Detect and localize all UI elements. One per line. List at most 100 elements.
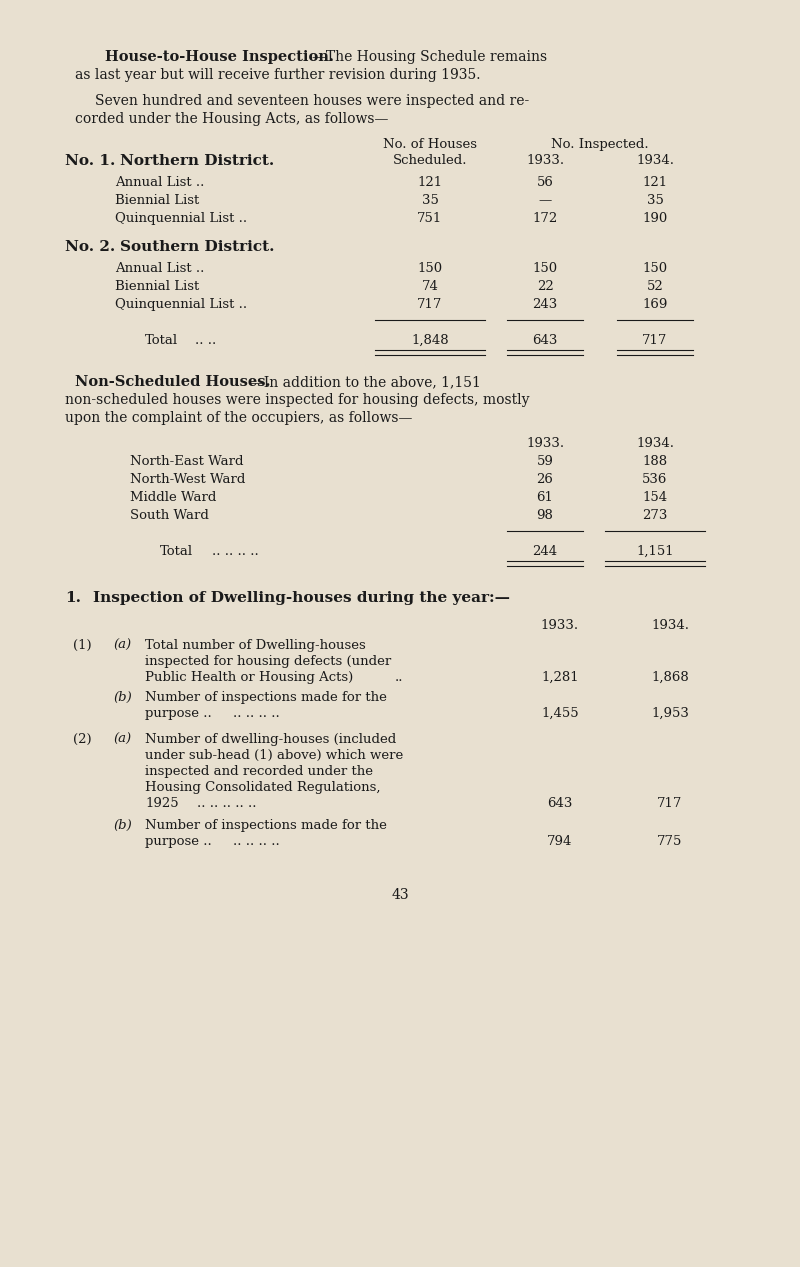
Text: Total: Total — [160, 545, 193, 557]
Text: 1,868: 1,868 — [651, 672, 689, 684]
Text: Number of inspections made for the: Number of inspections made for the — [145, 818, 387, 832]
Text: 169: 169 — [642, 298, 668, 310]
Text: inspected for housing defects (under: inspected for housing defects (under — [145, 655, 391, 668]
Text: 154: 154 — [642, 492, 667, 504]
Text: Total number of Dwelling-houses: Total number of Dwelling-houses — [145, 639, 366, 653]
Text: Northern District.: Northern District. — [120, 155, 274, 169]
Text: Middle Ward: Middle Ward — [130, 492, 216, 504]
Text: Seven hundred and seventeen houses were inspected and re-: Seven hundred and seventeen houses were … — [95, 94, 530, 108]
Text: 1,151: 1,151 — [636, 545, 674, 557]
Text: 794: 794 — [547, 835, 573, 848]
Text: (b): (b) — [113, 691, 132, 704]
Text: 43: 43 — [391, 888, 409, 902]
Text: 717: 717 — [658, 797, 682, 810]
Text: North-West Ward: North-West Ward — [130, 473, 246, 487]
Text: 1.: 1. — [65, 590, 81, 606]
Text: 1,281: 1,281 — [541, 672, 579, 684]
Text: 22: 22 — [537, 280, 554, 293]
Text: 74: 74 — [422, 280, 438, 293]
Text: 244: 244 — [533, 545, 558, 557]
Text: 172: 172 — [532, 212, 558, 226]
Text: 643: 643 — [547, 797, 573, 810]
Text: Quinquennial List ..: Quinquennial List .. — [115, 298, 247, 310]
Text: .. .. .. .. ..: .. .. .. .. .. — [197, 797, 257, 810]
Text: 1934.: 1934. — [651, 620, 689, 632]
Text: Number of dwelling-houses (included: Number of dwelling-houses (included — [145, 734, 396, 746]
Text: House‑to‑House Inspection.: House‑to‑House Inspection. — [105, 49, 334, 65]
Text: South Ward: South Ward — [130, 509, 209, 522]
Text: purpose ..: purpose .. — [145, 835, 212, 848]
Text: 536: 536 — [642, 473, 668, 487]
Text: 190: 190 — [642, 212, 668, 226]
Text: as last year but will receive further revision during 1935.: as last year but will receive further re… — [75, 68, 481, 82]
Text: .. .. .. ..: .. .. .. .. — [233, 835, 280, 848]
Text: Annual List ..: Annual List .. — [115, 262, 204, 275]
Text: Total: Total — [145, 334, 178, 347]
Text: 1,455: 1,455 — [541, 707, 579, 720]
Text: 150: 150 — [533, 262, 558, 275]
Text: (b): (b) — [113, 818, 132, 832]
Text: 1934.: 1934. — [636, 155, 674, 167]
Text: 188: 188 — [642, 455, 667, 468]
Text: .. .. .. ..: .. .. .. .. — [212, 545, 258, 557]
Text: Number of inspections made for the: Number of inspections made for the — [145, 691, 387, 704]
Text: 1925: 1925 — [145, 797, 178, 810]
Text: .. ..: .. .. — [195, 334, 216, 347]
Text: 56: 56 — [537, 176, 554, 189]
Text: 59: 59 — [537, 455, 554, 468]
Text: Quinquennial List ..: Quinquennial List .. — [115, 212, 247, 226]
Text: —: — — [538, 194, 552, 207]
Text: Housing Consolidated Regulations,: Housing Consolidated Regulations, — [145, 780, 381, 794]
Text: 61: 61 — [537, 492, 554, 504]
Text: No. 2.: No. 2. — [65, 239, 115, 253]
Text: Public Health or Housing Acts): Public Health or Housing Acts) — [145, 672, 354, 684]
Text: upon the complaint of the occupiers, as follows—: upon the complaint of the occupiers, as … — [65, 411, 412, 424]
Text: Scheduled.: Scheduled. — [393, 155, 467, 167]
Text: non-scheduled houses were inspected for housing defects, mostly: non-scheduled houses were inspected for … — [65, 393, 530, 407]
Text: 1933.: 1933. — [526, 437, 564, 450]
Text: (a): (a) — [113, 734, 131, 746]
Text: 643: 643 — [532, 334, 558, 347]
Text: inspected and recorded under the: inspected and recorded under the — [145, 765, 373, 778]
Text: 150: 150 — [418, 262, 442, 275]
Text: 35: 35 — [422, 194, 438, 207]
Text: 775: 775 — [658, 835, 682, 848]
Text: No. 1.: No. 1. — [65, 155, 115, 169]
Text: Biennial List: Biennial List — [115, 194, 199, 207]
Text: 751: 751 — [418, 212, 442, 226]
Text: .. .. .. ..: .. .. .. .. — [233, 707, 280, 720]
Text: 717: 717 — [642, 334, 668, 347]
Text: No. of Houses: No. of Houses — [383, 138, 477, 151]
Text: (2): (2) — [73, 734, 92, 746]
Text: 1,848: 1,848 — [411, 334, 449, 347]
Text: Southern District.: Southern District. — [120, 239, 274, 253]
Text: 121: 121 — [418, 176, 442, 189]
Text: 121: 121 — [642, 176, 667, 189]
Text: —The Housing Schedule remains: —The Housing Schedule remains — [312, 49, 547, 65]
Text: No. Inspected.: No. Inspected. — [551, 138, 649, 151]
Text: 1933.: 1933. — [526, 155, 564, 167]
Text: (a): (a) — [113, 639, 131, 653]
Text: Inspection of Dwelling‑houses during the year:—: Inspection of Dwelling‑houses during the… — [93, 590, 510, 606]
Text: Annual List ..: Annual List .. — [115, 176, 204, 189]
Text: 1,953: 1,953 — [651, 707, 689, 720]
Text: 1933.: 1933. — [541, 620, 579, 632]
Text: 273: 273 — [642, 509, 668, 522]
Text: North-East Ward: North-East Ward — [130, 455, 243, 468]
Text: ..: .. — [395, 672, 403, 684]
Text: Non‑Scheduled Houses.: Non‑Scheduled Houses. — [75, 375, 270, 389]
Text: corded under the Housing Acts, as follows—: corded under the Housing Acts, as follow… — [75, 111, 388, 125]
Text: 98: 98 — [537, 509, 554, 522]
Text: 243: 243 — [532, 298, 558, 310]
Text: 35: 35 — [646, 194, 663, 207]
Text: 150: 150 — [642, 262, 667, 275]
Text: 26: 26 — [537, 473, 554, 487]
Text: under sub-head (1) above) which were: under sub-head (1) above) which were — [145, 749, 403, 761]
Text: Biennial List: Biennial List — [115, 280, 199, 293]
Text: 717: 717 — [418, 298, 442, 310]
Text: purpose ..: purpose .. — [145, 707, 212, 720]
Text: 52: 52 — [646, 280, 663, 293]
Text: 1934.: 1934. — [636, 437, 674, 450]
Text: —In addition to the above, 1,151: —In addition to the above, 1,151 — [250, 375, 481, 389]
Text: (1): (1) — [73, 639, 92, 653]
